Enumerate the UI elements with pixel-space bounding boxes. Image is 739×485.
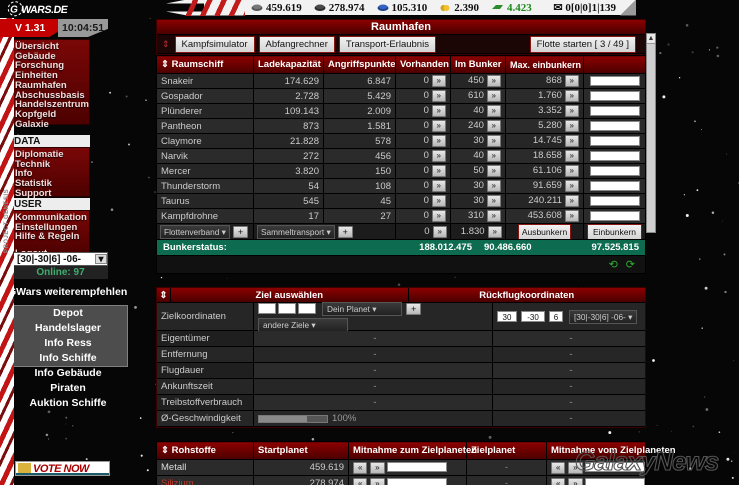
svg-text:WARS.DE: WARS.DE <box>20 4 68 16</box>
svg-text:G: G <box>9 4 18 15</box>
